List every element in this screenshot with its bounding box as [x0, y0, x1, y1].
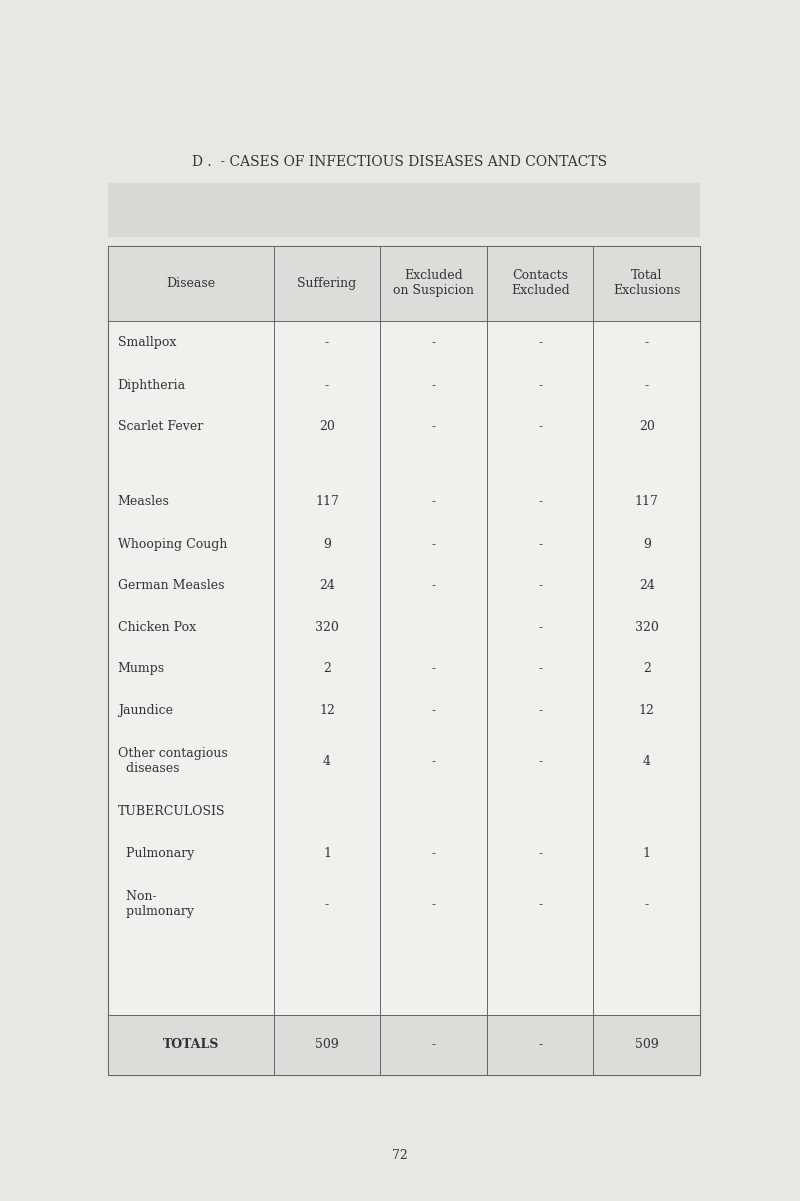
- Text: Excluded
on Suspicion: Excluded on Suspicion: [393, 269, 474, 298]
- Text: 20: 20: [319, 420, 335, 434]
- Text: -: -: [431, 420, 436, 434]
- Text: -: -: [431, 847, 436, 860]
- Text: -: -: [538, 663, 542, 675]
- Text: 24: 24: [319, 579, 335, 592]
- Text: -: -: [538, 336, 542, 349]
- Text: 20: 20: [638, 420, 654, 434]
- Text: -: -: [431, 897, 436, 910]
- Text: -: -: [431, 1039, 436, 1051]
- Text: Disease: Disease: [166, 277, 215, 289]
- Text: -: -: [431, 704, 436, 717]
- Text: -: -: [538, 495, 542, 508]
- Bar: [108, 246, 700, 1075]
- Text: -: -: [538, 420, 542, 434]
- Text: Smallpox: Smallpox: [118, 336, 176, 349]
- Text: -: -: [538, 847, 542, 860]
- Text: -: -: [538, 1039, 542, 1051]
- Text: 4: 4: [323, 754, 331, 767]
- Text: 12: 12: [638, 704, 654, 717]
- Text: 72: 72: [392, 1149, 408, 1161]
- Text: D .  - CASES OF INFECTIOUS DISEASES AND CONTACTS: D . - CASES OF INFECTIOUS DISEASES AND C…: [193, 155, 607, 169]
- Text: -: -: [538, 754, 542, 767]
- Text: -: -: [645, 336, 649, 349]
- Text: Diphtheria: Diphtheria: [118, 378, 186, 392]
- Text: -: -: [538, 538, 542, 551]
- Text: 509: 509: [635, 1039, 658, 1051]
- Text: -: -: [645, 378, 649, 392]
- Text: 4: 4: [642, 754, 650, 767]
- Text: -: -: [538, 704, 542, 717]
- Text: -: -: [431, 663, 436, 675]
- Text: -: -: [431, 495, 436, 508]
- Text: German Measles: German Measles: [118, 579, 224, 592]
- Text: 320: 320: [315, 621, 339, 634]
- Text: 2: 2: [642, 663, 650, 675]
- Text: -: -: [538, 621, 542, 634]
- Text: 2: 2: [323, 663, 331, 675]
- Text: Other contagious
  diseases: Other contagious diseases: [118, 747, 227, 775]
- Text: 509: 509: [315, 1039, 339, 1051]
- Text: -: -: [431, 336, 436, 349]
- Text: Pulmonary: Pulmonary: [118, 847, 194, 860]
- Text: 117: 117: [634, 495, 658, 508]
- Bar: [108, 183, 700, 237]
- Text: Mumps: Mumps: [118, 663, 165, 675]
- Text: -: -: [325, 897, 329, 910]
- Text: -: -: [538, 897, 542, 910]
- Text: Chicken Pox: Chicken Pox: [118, 621, 196, 634]
- Text: 9: 9: [642, 538, 650, 551]
- Text: Measles: Measles: [118, 495, 170, 508]
- Text: Non-
  pulmonary: Non- pulmonary: [118, 890, 194, 918]
- Text: Total
Exclusions: Total Exclusions: [613, 269, 681, 298]
- Text: Jaundice: Jaundice: [118, 704, 173, 717]
- Text: -: -: [538, 579, 542, 592]
- Text: Contacts
Excluded: Contacts Excluded: [510, 269, 570, 298]
- Text: -: -: [645, 897, 649, 910]
- Bar: [108, 1015, 700, 1075]
- Text: 1: 1: [323, 847, 331, 860]
- Text: TOTALS: TOTALS: [162, 1039, 219, 1051]
- Text: -: -: [538, 378, 542, 392]
- Text: -: -: [431, 538, 436, 551]
- Text: Suffering: Suffering: [298, 277, 357, 289]
- Text: 9: 9: [323, 538, 331, 551]
- Bar: [108, 246, 700, 321]
- Text: -: -: [431, 579, 436, 592]
- Text: 24: 24: [638, 579, 654, 592]
- Text: Whooping Cough: Whooping Cough: [118, 538, 227, 551]
- Text: -: -: [325, 378, 329, 392]
- Text: 320: 320: [634, 621, 658, 634]
- Text: 117: 117: [315, 495, 339, 508]
- Text: 1: 1: [642, 847, 650, 860]
- Text: -: -: [431, 754, 436, 767]
- Text: -: -: [431, 378, 436, 392]
- Text: -: -: [325, 336, 329, 349]
- Text: 12: 12: [319, 704, 335, 717]
- Text: Scarlet Fever: Scarlet Fever: [118, 420, 203, 434]
- Text: TUBERCULOSIS: TUBERCULOSIS: [118, 806, 225, 818]
